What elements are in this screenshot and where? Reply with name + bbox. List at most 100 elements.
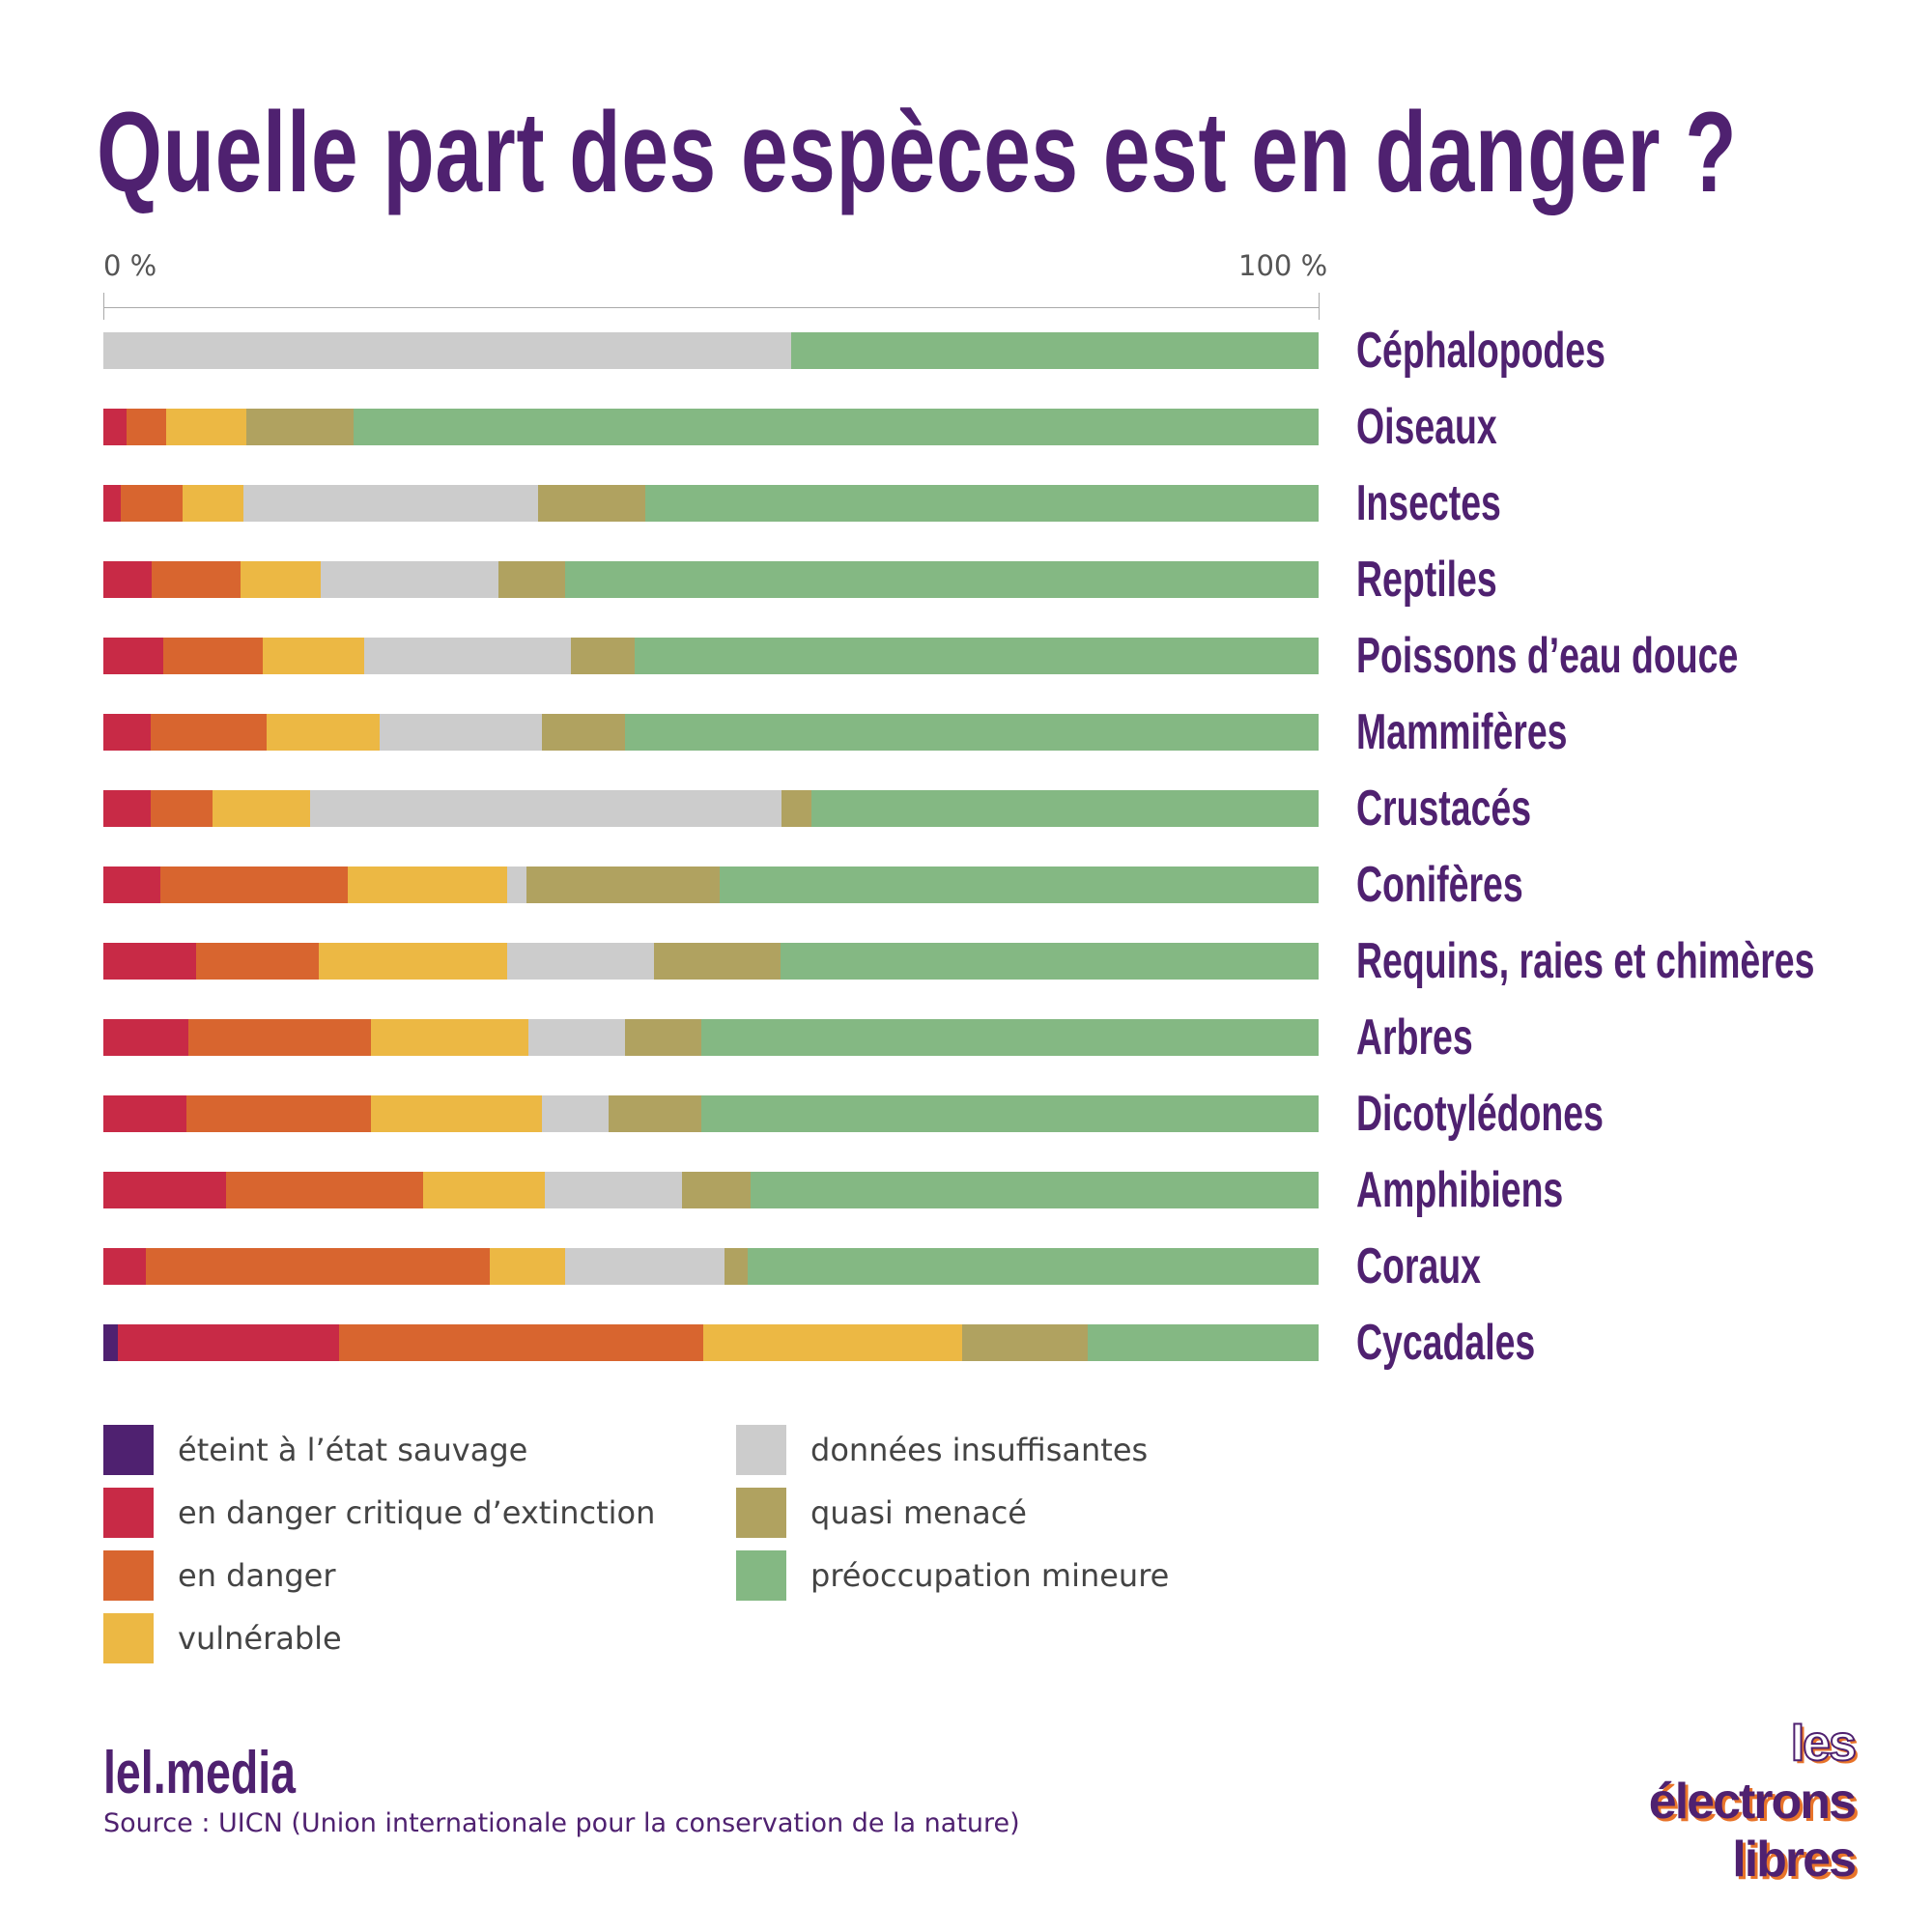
bar-segment-en	[126, 409, 167, 445]
bar-segment-vu	[703, 1324, 963, 1361]
bar-segment-lc	[634, 638, 1319, 674]
category-label: Crustacés	[1356, 781, 1532, 837]
bar-segment-dd	[565, 1248, 724, 1285]
bar-segment-cr	[103, 790, 152, 827]
bar-segment-en	[339, 1324, 704, 1361]
bar-segment-nt	[571, 638, 635, 674]
bar-segment-nt	[246, 409, 355, 445]
bar-segment-nt	[653, 943, 781, 980]
bar-segment-en	[188, 1019, 371, 1056]
bar-segment-nt	[497, 561, 565, 598]
category-label: Cycadales	[1356, 1315, 1536, 1371]
legend-label: vulnérable	[178, 1620, 342, 1657]
legend-swatch	[103, 1550, 154, 1601]
legend-swatch	[103, 1613, 154, 1663]
bar-segment-cr	[103, 714, 152, 751]
bar-segment-dd	[379, 714, 543, 751]
bar-segment-en	[195, 943, 319, 980]
bar-segment-lc	[1087, 1324, 1319, 1361]
legend-label: en danger critique d’extinction	[178, 1494, 656, 1531]
bar-segment-nt	[526, 867, 720, 903]
axis-line	[103, 307, 1319, 308]
bar-10	[103, 1095, 1319, 1132]
category-label: Coraux	[1356, 1238, 1481, 1294]
legend-label: données insuffisantes	[810, 1432, 1149, 1468]
bar-segment-nt	[962, 1324, 1088, 1361]
bar-segment-dd	[309, 790, 781, 827]
category-label: Insectes	[1356, 475, 1501, 531]
axis-min-label: 0 %	[103, 249, 157, 282]
brand-logo: les électrons libres	[1648, 1715, 1858, 1888]
source-note: Source : UICN (Union internationale pour…	[103, 1808, 1020, 1838]
bar-segment-dd	[506, 943, 654, 980]
bar-segment-dd	[103, 332, 792, 369]
bar-segment-lc	[751, 1172, 1319, 1208]
bar-13	[103, 1324, 1319, 1361]
bar-segment-lc	[791, 332, 1319, 369]
category-label: Poissons d’eau douce	[1356, 628, 1739, 684]
bar-segment-en	[151, 790, 213, 827]
bar-2	[103, 485, 1319, 522]
bar-segment-en	[151, 714, 267, 751]
bar-segment-cr	[103, 409, 127, 445]
legend-item-ew: éteint à l’état sauvage	[103, 1425, 527, 1475]
legend-label: éteint à l’état sauvage	[178, 1432, 528, 1468]
category-label: Arbres	[1356, 1009, 1473, 1065]
bar-segment-lc	[565, 561, 1319, 598]
legend-item-vu: vulnérable	[103, 1613, 342, 1663]
bar-segment-vu	[370, 1019, 529, 1056]
category-label: Reptiles	[1356, 552, 1497, 608]
legend-swatch	[736, 1425, 786, 1475]
bar-segment-lc	[780, 943, 1319, 980]
bar-segment-nt	[609, 1095, 701, 1132]
bar-segment-lc	[719, 867, 1319, 903]
bar-segment-vu	[166, 409, 247, 445]
bar-segment-lc	[700, 1095, 1319, 1132]
bar-segment-lc	[624, 714, 1319, 751]
legend-label: en danger	[178, 1557, 336, 1594]
legend-item-en: en danger	[103, 1550, 336, 1601]
bar-segment-vu	[241, 561, 322, 598]
category-label: Mammifères	[1356, 704, 1568, 760]
bar-segment-dd	[544, 1172, 682, 1208]
legend-label: préoccupation mineure	[810, 1557, 1170, 1594]
bar-segment-dd	[364, 638, 572, 674]
bar-6	[103, 790, 1319, 827]
axis-max-label: 100 %	[1238, 249, 1328, 282]
site-name: lel.media	[103, 1740, 297, 1806]
bar-segment-vu	[318, 943, 507, 980]
legend-item-dd: données insuffisantes	[736, 1425, 1148, 1475]
bar-segment-ew	[103, 1324, 119, 1361]
category-label: Céphalopodes	[1356, 323, 1605, 379]
legend-swatch	[736, 1488, 786, 1538]
bar-segment-lc	[700, 1019, 1319, 1056]
bar-0	[103, 332, 1319, 369]
legend-item-nt: quasi menacé	[736, 1488, 1027, 1538]
bar-11	[103, 1172, 1319, 1208]
bar-segment-dd	[542, 1095, 610, 1132]
bar-segment-nt	[538, 485, 646, 522]
bar-segment-cr	[103, 1019, 189, 1056]
bar-segment-vu	[262, 638, 365, 674]
bar-segment-en	[185, 1095, 371, 1132]
bar-segment-cr	[103, 1095, 186, 1132]
axis-tick-min	[103, 293, 104, 320]
bar-segment-lc	[354, 409, 1319, 445]
bar-segment-nt	[724, 1248, 748, 1285]
bar-segment-vu	[370, 1095, 543, 1132]
bar-segment-lc	[645, 485, 1319, 522]
bar-segment-en	[152, 561, 242, 598]
bar-segment-dd	[528, 1019, 625, 1056]
bar-segment-vu	[347, 867, 507, 903]
bar-segment-vu	[422, 1172, 545, 1208]
legend-item-cr: en danger critique d’extinction	[103, 1488, 655, 1538]
axis-tick-max	[1319, 293, 1320, 320]
bar-8	[103, 943, 1319, 980]
bar-segment-cr	[103, 867, 161, 903]
bar-segment-vu	[182, 485, 243, 522]
bar-segment-nt	[542, 714, 625, 751]
category-label: Oiseaux	[1356, 399, 1497, 455]
bar-segment-cr	[103, 638, 163, 674]
legend-swatch	[736, 1550, 786, 1601]
category-label: Requins, raies et chimères	[1356, 933, 1815, 989]
